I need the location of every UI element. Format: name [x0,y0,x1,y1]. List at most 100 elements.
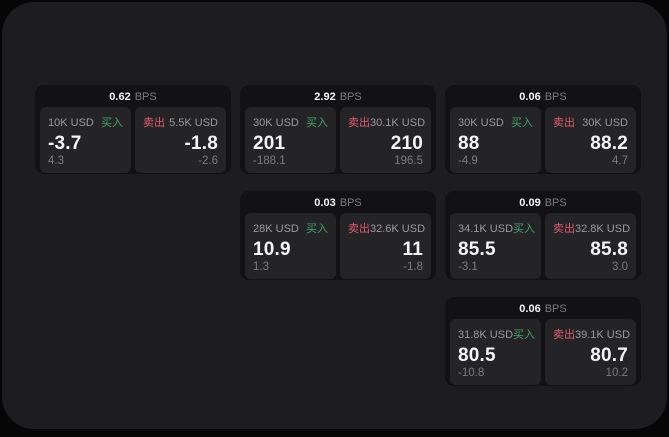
sell-header-row: 卖出 5.5K USD [143,114,218,130]
sell-side-label: 卖出 [143,117,165,129]
sell-price: 85.8 [590,239,628,260]
sell-amount: 39.1K USD [575,329,631,341]
bps-value: 0.09 [519,197,541,209]
buy-amount: 28K USD [253,223,299,235]
sell-panel[interactable]: 卖出 39.1K USD 80.7 10.2 [545,319,636,385]
buy-panel[interactable]: 28K USD 买入 10.9 1.3 [245,213,336,279]
sell-panel[interactable]: 卖出 32.8K USD 85.8 3.0 [545,213,636,279]
buy-delta: 1.3 [253,261,269,273]
sell-delta: 196.5 [394,155,423,167]
buy-header-row: 30K USD 买入 [253,114,328,130]
buy-amount: 30K USD [253,117,299,129]
buy-side-label: 买入 [513,223,536,235]
quote-panels: 30K USD 买入 88 -4.9 卖出 30K USD 88.2 4.7 [445,107,641,174]
buy-amount: 30K USD [458,117,504,129]
sell-panel[interactable]: 卖出 5.5K USD -1.8 -2.6 [135,107,226,173]
sell-side-label: 卖出 [348,117,370,129]
bps-header: 2.92 BPS [240,85,436,107]
sell-side-label: 卖出 [553,329,575,341]
buy-header-row: 30K USD 买入 [458,114,533,130]
bps-value: 0.03 [314,197,336,209]
quote-card: 0.62 BPS 10K USD 买入 -3.7 4.3 卖出 5.5K USD [35,85,231,174]
buy-panel[interactable]: 31.8K USD 买入 80.5 -10.8 [450,319,541,385]
sell-delta: -2.6 [198,155,218,167]
buy-price: 85.5 [458,239,496,260]
buy-price: 10.9 [253,239,291,260]
buy-side-label: 买入 [306,223,328,235]
buy-price: 88 [458,133,480,154]
buy-amount: 31.8K USD [458,329,514,341]
bps-value: 0.06 [519,91,541,103]
sell-price: 210 [390,133,423,154]
bps-value: 0.06 [519,303,541,315]
bps-header: 0.03 BPS [240,191,436,213]
sell-amount: 32.6K USD [370,223,426,235]
sell-price: 88.2 [590,133,628,154]
sell-panel[interactable]: 卖出 30K USD 88.2 4.7 [545,107,636,173]
buy-panel[interactable]: 30K USD 买入 201 -188.1 [245,107,336,173]
sell-header-row: 卖出 30.1K USD [348,114,426,130]
bps-unit-label: BPS [544,91,567,103]
sell-price: -1.8 [184,133,218,154]
bps-header: 0.62 BPS [35,85,231,107]
sell-amount: 30.1K USD [370,117,426,129]
sell-panel[interactable]: 卖出 32.6K USD 11 -1.8 [340,213,431,279]
sell-amount: 32.8K USD [575,223,631,235]
buy-header-row: 28K USD 买入 [253,220,328,236]
bps-header: 0.06 BPS [445,297,641,319]
sell-header-row: 卖出 39.1K USD [553,326,631,342]
sell-panel[interactable]: 卖出 30.1K USD 210 196.5 [340,107,431,173]
quote-card: 2.92 BPS 30K USD 买入 201 -188.1 卖出 30.1K … [240,85,436,174]
buy-delta: -3.1 [458,261,478,273]
buy-price: 201 [253,133,286,154]
bps-unit-label: BPS [339,197,362,209]
buy-panel[interactable]: 10K USD 买入 -3.7 4.3 [40,107,131,173]
quote-card-grid: 0.62 BPS 10K USD 买入 -3.7 4.3 卖出 5.5K USD [35,85,641,386]
sell-side-label: 卖出 [553,117,575,129]
sell-delta: 4.7 [612,155,628,167]
buy-header-row: 10K USD 买入 [48,114,123,130]
quote-panels: 30K USD 买入 201 -188.1 卖出 30.1K USD 210 1… [240,107,436,174]
quote-panels: 31.8K USD 买入 80.5 -10.8 卖出 39.1K USD 80.… [445,319,641,386]
buy-panel[interactable]: 30K USD 买入 88 -4.9 [450,107,541,173]
bps-unit-label: BPS [544,303,567,315]
quote-card: 0.06 BPS 31.8K USD 买入 80.5 -10.8 卖出 39.1… [445,297,641,386]
sell-price: 11 [402,239,423,260]
bps-value: 0.62 [109,91,131,103]
sell-amount: 5.5K USD [169,117,218,129]
buy-amount: 10K USD [48,117,94,129]
quote-panels: 10K USD 买入 -3.7 4.3 卖出 5.5K USD -1.8 -2.… [35,107,231,174]
sell-delta: 10.2 [605,367,628,379]
buy-delta: 4.3 [48,155,64,167]
bps-header: 0.06 BPS [445,85,641,107]
buy-side-label: 买入 [513,329,536,341]
bps-unit-label: BPS [544,197,567,209]
app-window: 0.62 BPS 10K USD 买入 -3.7 4.3 卖出 5.5K USD [2,2,667,429]
quote-card: 0.06 BPS 30K USD 买入 88 -4.9 卖出 30K USD [445,85,641,174]
sell-header-row: 卖出 30K USD [553,114,628,130]
buy-side-label: 买入 [101,117,123,129]
sell-delta: 3.0 [612,261,628,273]
quote-card: 0.03 BPS 28K USD 买入 10.9 1.3 卖出 32.6K US… [240,191,436,280]
sell-price: 80.7 [590,345,628,366]
sell-side-label: 卖出 [553,223,575,235]
buy-price: 80.5 [458,345,496,366]
sell-header-row: 卖出 32.8K USD [553,220,631,236]
sell-delta: -1.8 [403,261,423,273]
quote-panels: 28K USD 买入 10.9 1.3 卖出 32.6K USD 11 -1.8 [240,213,436,280]
buy-panel[interactable]: 34.1K USD 买入 85.5 -3.1 [450,213,541,279]
buy-side-label: 买入 [511,117,533,129]
bps-value: 2.92 [314,91,336,103]
buy-delta: -4.9 [458,155,478,167]
sell-side-label: 卖出 [348,223,370,235]
bps-header: 0.09 BPS [445,191,641,213]
buy-header-row: 31.8K USD 买入 [458,326,536,342]
sell-amount: 30K USD [582,117,628,129]
quote-card: 0.09 BPS 34.1K USD 买入 85.5 -3.1 卖出 32.8K… [445,191,641,280]
sell-header-row: 卖出 32.6K USD [348,220,426,236]
bps-unit-label: BPS [134,91,157,103]
bps-unit-label: BPS [339,91,362,103]
buy-side-label: 买入 [306,117,328,129]
quote-panels: 34.1K USD 买入 85.5 -3.1 卖出 32.8K USD 85.8… [445,213,641,280]
buy-delta: -10.8 [458,367,485,379]
